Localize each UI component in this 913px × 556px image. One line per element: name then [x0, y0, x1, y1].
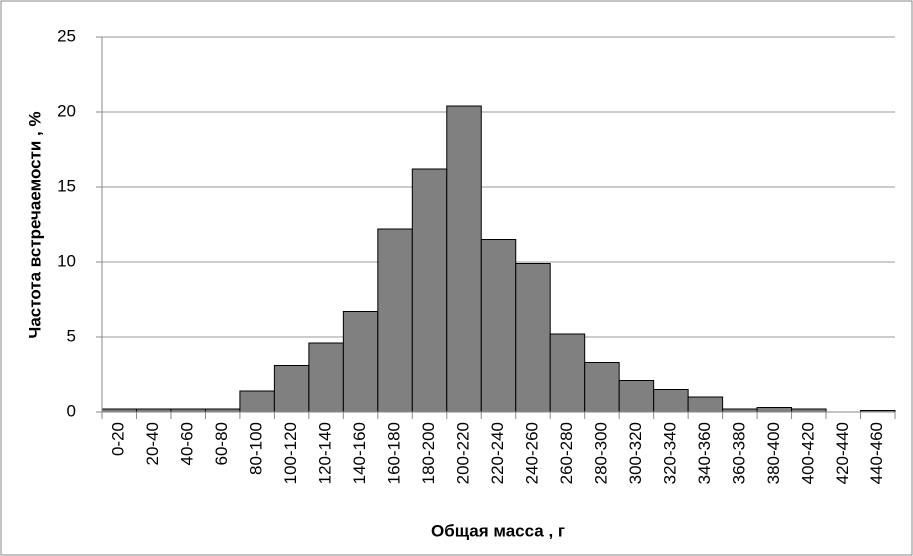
- x-tick-label: 20-40: [143, 422, 162, 465]
- x-tick-label: 360-380: [729, 422, 748, 484]
- bar: [756, 407, 793, 413]
- y-tick-label: 0: [67, 401, 76, 420]
- x-axis-title: Общая масса , г: [431, 521, 565, 540]
- x-tick-label: 440-460: [867, 422, 886, 484]
- bar: [687, 396, 724, 413]
- y-tick-label: 15: [57, 176, 76, 195]
- x-tick-label: 420-440: [833, 422, 852, 484]
- x-tick-label: 0-20: [109, 422, 128, 456]
- x-tick-label: 180-200: [419, 422, 438, 484]
- x-tick-label: 40-60: [178, 422, 197, 465]
- bar: [653, 389, 689, 413]
- bar: [515, 263, 551, 413]
- x-tick-label: 220-240: [488, 422, 507, 484]
- x-tick-label: 140-160: [350, 422, 369, 484]
- x-tick-label: 400-420: [798, 422, 817, 484]
- x-tick-label: 240-260: [522, 422, 541, 484]
- y-axis-title: Частота встречаемости , %: [25, 111, 44, 338]
- bar: [549, 333, 586, 413]
- x-tick-label: 280-300: [591, 422, 610, 484]
- bar: [308, 342, 344, 413]
- x-tick-label: 320-340: [660, 422, 679, 484]
- y-tick-label: 10: [57, 251, 76, 270]
- y-tick-label: 20: [57, 101, 76, 120]
- x-tick-label: 200-220: [454, 422, 473, 484]
- x-tick-label: 160-180: [385, 422, 404, 484]
- bar: [480, 239, 517, 413]
- x-tick-label: 80-100: [247, 422, 266, 475]
- bar: [273, 365, 310, 413]
- bar: [411, 168, 448, 413]
- bar: [342, 311, 379, 413]
- x-tick-label: 120-140: [316, 422, 335, 484]
- bar: [618, 380, 655, 413]
- x-tick-label: 60-80: [212, 422, 231, 465]
- bar: [446, 105, 482, 413]
- y-tick-label: 5: [67, 326, 76, 345]
- bar: [377, 228, 413, 413]
- x-tick-label: 100-120: [281, 422, 300, 484]
- bar: [239, 390, 275, 413]
- x-tick-label: 300-320: [626, 422, 645, 484]
- bar: [584, 362, 620, 413]
- y-tick-label: 25: [57, 26, 76, 45]
- x-tick-label: 260-280: [557, 422, 576, 484]
- x-tick-label: 340-360: [695, 422, 714, 484]
- x-tick-label: 380-400: [764, 422, 783, 484]
